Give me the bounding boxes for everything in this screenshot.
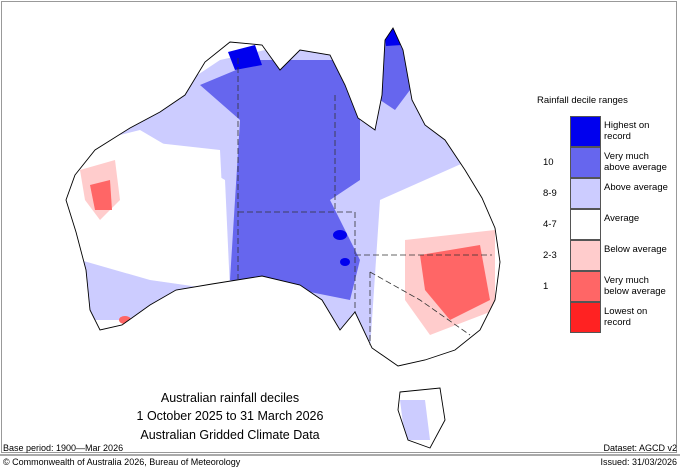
dataset: Dataset: AGCD v2 (603, 443, 677, 453)
legend-label: Very much above average (604, 151, 667, 173)
legend-swatch (570, 178, 601, 209)
legend-decile: 2-3 (543, 250, 557, 261)
legend-title: Rainfall decile ranges (537, 95, 628, 106)
tasmania-coastline (397, 387, 446, 449)
legend-swatch (570, 209, 601, 240)
legend-label: Highest on record (604, 120, 650, 142)
map-title: Australian rainfall deciles (160, 391, 300, 405)
legend-label: Above average (604, 182, 668, 193)
legend-decile: 10 (543, 157, 554, 168)
legend-swatch (570, 271, 601, 302)
legend-label: Below average (604, 244, 667, 255)
legend-decile: 4-7 (543, 219, 557, 230)
legend-label: Lowest on record (604, 306, 648, 328)
map-frame (1, 1, 677, 453)
base-period: Base period: 1900—Mar 2026 (3, 443, 124, 453)
state-borders (237, 58, 492, 345)
legend-label: Very much below average (604, 275, 666, 297)
legend-swatch (570, 116, 601, 147)
legend-swatch (570, 240, 601, 271)
legend-decile: 8-9 (543, 188, 557, 199)
map-period: 1 October 2025 to 31 March 2026 (136, 409, 324, 423)
legend-label: Average (604, 213, 640, 224)
copyright: © Commonwealth of Australia 2026, Bureau… (3, 457, 241, 467)
legend-swatch (570, 302, 601, 333)
issued-date: Issued: 31/03/2026 (600, 457, 677, 467)
divider (0, 454, 680, 456)
legend-decile: 1 (543, 281, 549, 292)
legend-swatch (570, 147, 601, 178)
map-source: Australian Gridded Climate Data (140, 428, 320, 442)
